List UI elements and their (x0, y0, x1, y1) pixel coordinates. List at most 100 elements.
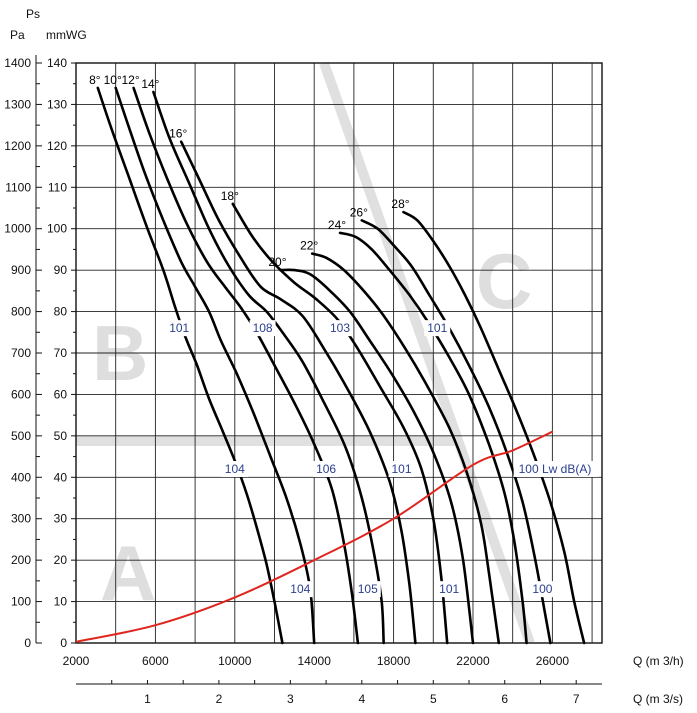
curve-label: 12° (121, 73, 139, 87)
mmwg-tick-label: 40 (54, 470, 68, 484)
mmwg-tick-label: 50 (54, 429, 68, 443)
zone-letter-c: C (476, 237, 532, 325)
m3h-tick-label: 22000 (456, 654, 490, 668)
fan-curve-16deg (179, 140, 417, 645)
m3s-tick-label: 6 (501, 692, 508, 706)
db-label: 108 (253, 321, 273, 335)
mmwg-tick-label: 10 (54, 595, 68, 609)
fan-curve-8deg (96, 86, 284, 645)
m3h-tick-label: 18000 (377, 654, 411, 668)
fan-curves (96, 86, 586, 645)
fan-curve-22deg (310, 252, 501, 645)
db-label: 105 (358, 582, 378, 596)
m3h-tick-label: 26000 (536, 654, 570, 668)
mmwg-tick-label: 0 (60, 636, 67, 650)
curve-label: 24° (328, 218, 346, 232)
pa-tick-label: 700 (11, 346, 31, 360)
x-axis-label-m3s: Q (m 3/s) (633, 692, 683, 706)
db-label: 104 (290, 582, 310, 596)
mmwg-tick-label: 90 (54, 263, 68, 277)
pa-tick-label: 1400 (4, 56, 31, 70)
db-label-bg (326, 320, 353, 337)
db-label-bg (354, 581, 381, 598)
pa-tick-label: 600 (11, 387, 31, 401)
mmwg-tick-label: 120 (47, 139, 67, 153)
db-label: 103 (330, 321, 350, 335)
mmwg-tick-label: 100 (47, 222, 67, 236)
m3s-tick-label: 1 (144, 692, 151, 706)
db-label: 106 (316, 462, 336, 476)
curve-label: 8° (89, 73, 101, 87)
db-label: 101 (439, 582, 459, 596)
m3s-tick-label: 4 (358, 692, 365, 706)
m3s-tick-label: 2 (216, 692, 223, 706)
curve-label: 22° (300, 239, 318, 253)
zone-letter-a: A (100, 529, 156, 617)
x-axes: 2000 6000 10000 14000 18000 22000 26000 1 2 3 4 5 6 7 (63, 654, 602, 706)
curve-label: 26° (350, 205, 368, 219)
db-label-bg (529, 581, 556, 598)
pa-tick-label: 1300 (4, 97, 31, 111)
db-label-bg (424, 320, 451, 337)
db-label-bg (313, 461, 340, 477)
m3h-tick-label: 2000 (63, 654, 90, 668)
pa-tick-label: 500 (11, 429, 31, 443)
y-axis-label-pa: Pa (10, 28, 25, 42)
mmwg-tick-label: 110 (48, 180, 67, 194)
curve-label: 10° (104, 73, 122, 87)
y-axis-label-mmwg: mmWG (46, 28, 87, 42)
fan-curve-10deg (114, 86, 316, 645)
db-label: 100 (532, 582, 552, 596)
m3s-tick-label: 3 (287, 692, 294, 706)
fan-curve-24deg (338, 231, 528, 645)
m3s-tick-label: 7 (573, 692, 580, 706)
pa-tick-label: 1000 (4, 222, 31, 236)
mmwg-tick-label: 70 (54, 346, 68, 360)
system-curve-group (75, 430, 553, 643)
sound-level-labels: 101 108 103 101 104 106 101 104 105 101 100 100 Lw … (166, 320, 598, 598)
db-label: 101 (427, 321, 447, 335)
x-axis-label-m3h: Q (m 3/h) (633, 654, 684, 668)
mmwg-tick-label: 60 (54, 387, 68, 401)
y-axes: 0100200300400500600700800900100011001200… (4, 55, 76, 650)
m3h-tick-label: 14000 (298, 654, 332, 668)
sound-power-label: 100 Lw dB(A) (519, 462, 592, 476)
mmwg-tick-label: 130 (47, 97, 67, 111)
mmwg-tick-label: 30 (54, 512, 68, 526)
curve-label: 16° (169, 127, 187, 141)
db-label-bg (221, 461, 248, 477)
db-label: 104 (225, 462, 245, 476)
chart-title: Ps (26, 7, 40, 21)
pa-tick-label: 300 (11, 512, 31, 526)
curve-label: 14° (141, 77, 159, 91)
fan-curve-18deg (231, 202, 449, 645)
m3h-tick-label: 6000 (142, 654, 169, 668)
curve-label: 28° (391, 197, 409, 211)
db-label: 101 (169, 321, 189, 335)
db-label-bg (436, 581, 463, 598)
mmwg-tick-label: 20 (54, 553, 68, 567)
pa-tick-label: 200 (11, 553, 31, 567)
fan-curve-20deg (279, 268, 475, 645)
curve-label: 18° (221, 189, 239, 203)
pa-tick-label: 900 (11, 263, 31, 277)
db-label: 101 (392, 462, 412, 476)
db-label-bg (166, 320, 193, 337)
system-curve (75, 430, 553, 643)
pa-tick-label: 800 (11, 305, 31, 319)
m3s-tick-label: 5 (430, 692, 437, 706)
fan-curve-26deg (360, 219, 552, 645)
db-label-bg (249, 320, 276, 337)
db-label-bg (287, 581, 314, 598)
curve-label: 20° (268, 255, 286, 269)
sound-label-bg (513, 461, 598, 477)
fan-curve-14deg (152, 90, 385, 645)
curve-labels: 8° 10° 12° 14° 16° 18° 20° 22° 24° 26° 28° (89, 73, 410, 269)
mmwg-tick-label: 140 (47, 56, 67, 70)
pa-tick-label: 100 (11, 595, 31, 609)
pa-tick-label: 0 (24, 636, 31, 650)
pa-tick-label: 1100 (5, 180, 31, 194)
mmwg-tick-label: 80 (54, 305, 68, 319)
pa-tick-label: 1200 (4, 139, 31, 153)
